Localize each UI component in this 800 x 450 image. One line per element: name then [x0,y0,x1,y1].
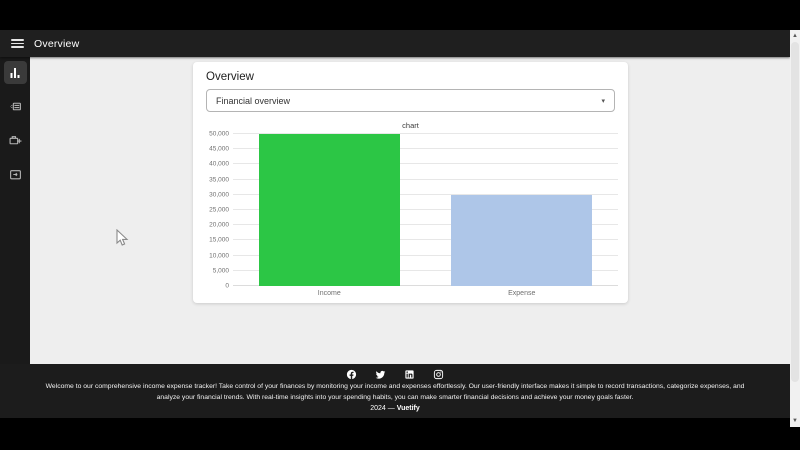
x-axis-label: Expense [508,290,536,297]
transactions-icon [9,168,22,181]
sidebar-item-expenses[interactable] [4,95,27,118]
overview-card: Overview Financial overview ▾ chart 0 5,0… [193,62,628,303]
y-tick-label: 20,000 [209,221,229,229]
gridline [233,285,618,286]
y-tick-label: 35,000 [209,176,229,184]
gridline [233,224,618,226]
bar-expense [451,194,592,286]
y-tick-label: 50,000 [209,130,229,138]
y-tick-label: 0 [225,282,229,290]
select-value: Financial overview [216,95,291,106]
menu-icon[interactable] [11,39,24,48]
sidebar-item-income[interactable] [4,129,27,152]
y-tick-label: 10,000 [209,252,229,260]
welcome-text: Welcome to our comprehensive income expe… [45,383,745,401]
y-tick-label: 25,000 [209,206,229,214]
linkedin-icon[interactable] [404,369,415,380]
instagram-icon[interactable] [433,369,444,380]
briefcase-plus-icon [9,134,22,147]
gridline [233,239,618,241]
y-tick-label: 15,000 [209,236,229,244]
scrollbar-thumb[interactable] [791,42,799,382]
scroll-down-icon[interactable]: ▼ [792,418,798,424]
bar-chart: chart 0 5,000 10,000 15,000 20,000 25,000 30,0… [193,121,628,297]
app-bar: Overview [0,30,790,57]
y-tick-label: 45,000 [209,145,229,153]
sidebar [0,57,30,364]
chart-canvas[interactable]: 0 5,000 10,000 15,000 20,000 25,000 30,000 35,0… [209,131,618,297]
copyright-separator: — [387,404,395,412]
gridline [233,148,618,150]
chart-type-select[interactable]: Financial overview ▾ [206,89,615,112]
gridline [233,269,618,271]
chart-title: chart [402,121,419,130]
sidebar-item-transactions[interactable] [4,163,27,186]
gridline [233,254,618,256]
scrollbar[interactable]: ▲ ▼ [790,30,800,427]
cash-minus-icon [9,100,22,113]
scroll-up-icon[interactable]: ▲ [792,33,798,39]
copyright: 2024 — Vuetify [0,405,790,412]
bar-income [258,134,400,286]
gridline [233,193,618,195]
brand-name: Vuetify [396,404,420,412]
social-links [0,364,790,381]
gridline [233,209,618,210]
card-title: Overview [206,71,254,83]
twitter-icon[interactable] [375,369,386,380]
copyright-year: 2024 [370,404,386,412]
y-tick-label: 30,000 [209,191,229,199]
app-bar-title: Overview [34,37,80,50]
chevron-down-icon: ▾ [601,97,605,105]
gridline [233,163,618,165]
gridline [233,133,618,134]
facebook-icon[interactable] [346,369,357,380]
sidebar-item-overview[interactable] [3,61,27,84]
y-tick-label: 40,000 [209,160,229,168]
bar-chart-icon [9,67,21,79]
footer: Welcome to our comprehensive income expe… [0,364,790,418]
x-axis-label: Income [317,290,341,297]
gridline [233,178,618,180]
y-tick-label: 5,000 [212,267,229,275]
